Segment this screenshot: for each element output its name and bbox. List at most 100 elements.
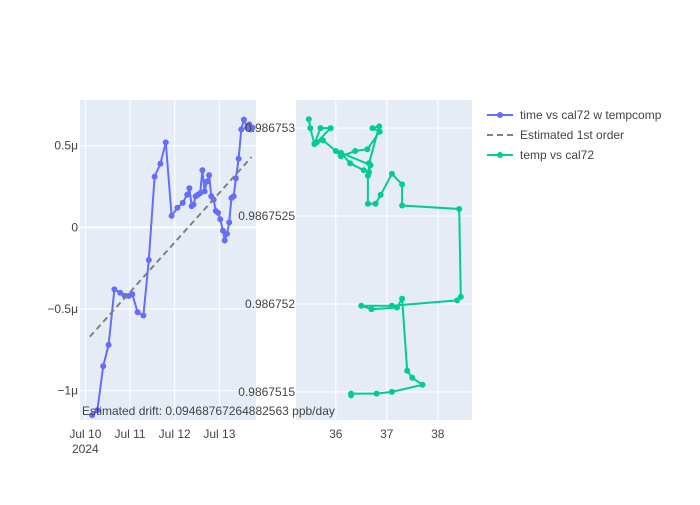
data-point xyxy=(215,209,221,216)
y-tick-label: 0.986752 xyxy=(245,297,295,311)
x-tick-label: 38 xyxy=(431,427,445,441)
series-group xyxy=(89,116,256,419)
data-point xyxy=(174,204,181,211)
drift-annotation: Estimated drift: 0.0946876726488256​3 pp… xyxy=(82,404,335,418)
data-point xyxy=(179,199,186,206)
data-point xyxy=(221,237,228,244)
data-point xyxy=(203,178,210,185)
data-point xyxy=(388,388,395,395)
data-point xyxy=(100,363,107,370)
data-point xyxy=(201,188,208,195)
data-point xyxy=(219,227,226,234)
legend-item: time vs cal72 w tempcomp xyxy=(487,108,662,122)
data-point xyxy=(327,125,334,132)
data-point xyxy=(240,116,247,123)
data-point xyxy=(347,160,354,167)
series-line xyxy=(89,156,253,338)
data-point xyxy=(230,193,237,200)
data-point xyxy=(368,306,375,313)
x-tick-label: 37 xyxy=(380,427,394,441)
data-point xyxy=(307,125,314,132)
data-point xyxy=(168,212,175,219)
data-point xyxy=(186,185,193,192)
data-point xyxy=(190,201,197,208)
data-point xyxy=(399,202,406,209)
data-point xyxy=(317,125,324,132)
x-tick-label: Jul 10 xyxy=(69,427,101,441)
x-tick-label: 36 xyxy=(329,427,343,441)
x-tick-label: Jul 11 xyxy=(114,427,145,441)
data-point xyxy=(454,297,461,304)
data-point xyxy=(404,367,411,374)
data-point xyxy=(364,172,371,179)
x-tick-label: Jul 12 xyxy=(159,427,191,441)
plot-area-left xyxy=(80,100,256,420)
data-point xyxy=(105,341,112,348)
legend-label: temp vs cal72 xyxy=(520,148,594,162)
data-point xyxy=(206,172,213,179)
data-point xyxy=(377,191,384,198)
data-point xyxy=(360,167,367,174)
y-tick-label: 0.5μ xyxy=(54,139,78,153)
data-point xyxy=(367,162,374,169)
data-point xyxy=(399,181,406,188)
y-tick-label: 0.9867515 xyxy=(238,385,295,399)
data-point xyxy=(332,148,339,154)
data-point xyxy=(369,125,376,132)
data-point xyxy=(217,216,224,223)
data-point xyxy=(157,160,164,167)
data-point xyxy=(364,146,371,153)
y-tick-label: 0.9867525 xyxy=(238,209,295,223)
data-point xyxy=(238,126,245,133)
data-point xyxy=(94,407,101,414)
y-tick-label: 0 xyxy=(71,220,78,234)
data-point xyxy=(313,139,320,146)
data-point xyxy=(151,173,158,180)
y-tick-label: 0.986753 xyxy=(245,121,295,135)
data-point xyxy=(117,289,124,296)
data-point xyxy=(358,302,365,309)
x-tick-label: Jul 13 xyxy=(203,427,235,441)
data-point xyxy=(111,286,118,293)
legend: time vs cal72 w tempcomp Estimated 1st or… xyxy=(487,108,662,162)
data-point xyxy=(388,302,395,309)
data-point xyxy=(372,200,379,207)
data-point xyxy=(224,230,230,237)
data-point xyxy=(337,149,344,156)
data-point xyxy=(249,124,256,131)
series-group xyxy=(305,116,464,399)
legend-label: time vs cal72 w tempcomp xyxy=(520,108,662,122)
data-point xyxy=(394,304,400,311)
data-point xyxy=(129,291,136,298)
legend-swatch-marker xyxy=(497,152,503,158)
data-point xyxy=(373,390,380,397)
data-point xyxy=(199,167,206,174)
data-point xyxy=(376,128,383,135)
y-tick-label: −0.5μ xyxy=(47,302,78,316)
data-point xyxy=(388,170,395,177)
data-point xyxy=(348,392,355,399)
x-tick-sublabel: 2024 xyxy=(72,442,99,456)
legend-item: temp vs cal72 xyxy=(487,148,594,162)
y-tick-label: −1μ xyxy=(57,384,78,398)
legend-swatch-marker xyxy=(497,112,503,118)
data-point xyxy=(364,200,371,207)
data-point xyxy=(134,309,141,316)
plot-area-right xyxy=(296,100,472,420)
data-point xyxy=(305,116,312,123)
data-point xyxy=(140,312,147,319)
data-point xyxy=(409,374,416,381)
data-point xyxy=(320,137,326,144)
right-subplot: 36 37 38 0.986753 0.9867525 0.986752 0.9867515 xyxy=(238,100,472,441)
data-point xyxy=(162,139,169,146)
legend-item: Estimated 1st order xyxy=(487,128,624,142)
data-point xyxy=(456,206,463,212)
data-point xyxy=(89,412,96,419)
data-point xyxy=(352,148,359,154)
data-point xyxy=(376,123,383,130)
data-point xyxy=(399,295,406,302)
data-point xyxy=(145,257,152,263)
legend-label: Estimated 1st order xyxy=(520,128,624,142)
